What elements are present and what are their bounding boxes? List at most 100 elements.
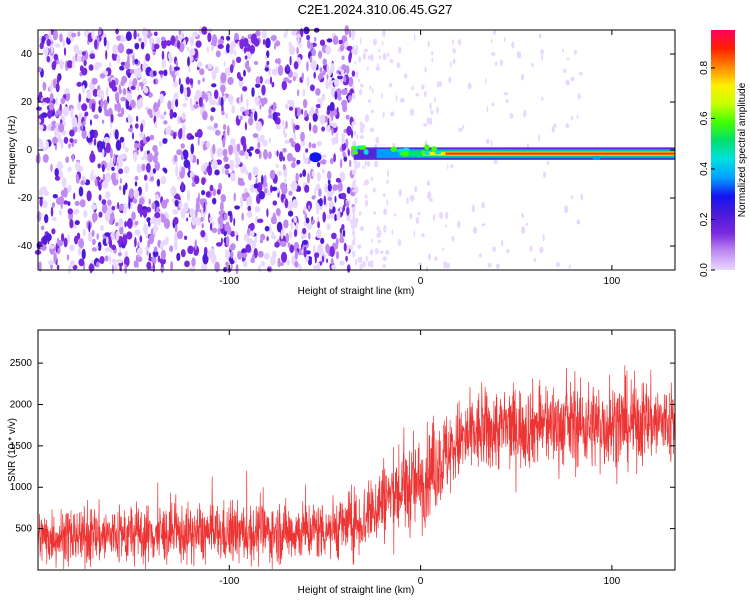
spectrogram-noise-blob [257, 250, 264, 258]
spectrogram-noise-blob [266, 208, 269, 218]
spectrogram-noise-blob [305, 250, 311, 255]
spectrogram-noise-blob [138, 37, 142, 42]
spectrogram-noise-blob [116, 258, 123, 264]
spectrogram-noise-blob [339, 227, 343, 234]
spectrogram-x-tick-label: 0 [418, 276, 424, 287]
spectrogram-faint-blob [353, 130, 357, 136]
spectrogram-y-tick-label: 40 [21, 49, 33, 60]
spectrogram-noise-blob [335, 131, 339, 140]
spectrogram-noise-blob [91, 77, 98, 85]
spectrogram-noise-blob [149, 134, 155, 141]
spectrogram-noise-blob [172, 132, 177, 140]
spectrogram-noise-blob [321, 126, 325, 132]
spectrogram-noise-blob [258, 264, 261, 273]
spectrogram-noise-blob [133, 151, 138, 162]
spectrogram-dip [592, 155, 601, 161]
spectrogram-noise-blob [174, 222, 178, 233]
spectrogram-noise-blob [225, 43, 231, 54]
spectrogram-noise-blob [346, 264, 351, 273]
spectrogram-noise-blob [52, 29, 58, 41]
spectrogram-noise-blob [177, 205, 180, 210]
spectrogram-faint-blob [493, 29, 496, 36]
spectrogram-noise-blob [72, 264, 78, 270]
spectrogram-noise-blob [128, 188, 135, 199]
spectrogram-faint-blob [452, 48, 457, 54]
spectrogram-noise-blob [300, 131, 305, 142]
spectrogram-noise-blob [102, 148, 105, 158]
spectrogram-noise-blob [223, 156, 229, 163]
spectrogram-faint-blob [389, 58, 394, 64]
spectrogram-noise-blob [66, 60, 73, 69]
spectrogram-noise-blob [136, 247, 143, 256]
spectrogram-noise-blob [154, 161, 160, 171]
spectrogram-noise-blob [339, 44, 345, 52]
spectrogram-faint-blob [364, 114, 370, 122]
spectrogram-noise-blob [317, 221, 320, 229]
spectrogram-noise-blob [207, 63, 213, 70]
spectrogram-noise-blob [229, 43, 234, 55]
spectrogram-noise-blob [109, 158, 113, 168]
spectrogram-noise-blob [120, 80, 125, 87]
spectrogram-noise-blob [343, 156, 348, 162]
spectrogram-noise-blob [55, 110, 59, 118]
spectrogram-noise-blob [246, 200, 250, 206]
spectrogram-noise-blob [241, 212, 244, 221]
spectrogram-noise-blob [303, 206, 307, 212]
spectrogram-noise-blob [116, 54, 121, 64]
spectrogram-noise-blob [266, 236, 269, 242]
spectrogram-faint-blob [360, 83, 364, 88]
spectrogram-noise-blob [136, 67, 142, 79]
spectrogram-faint-blob [375, 136, 380, 144]
spectrogram-noise-blob [159, 242, 164, 251]
spectrogram-faint-blob [397, 238, 402, 247]
spectrogram-noise-blob [147, 108, 153, 116]
spectrogram-noise-blob [346, 125, 352, 136]
spectrogram-noise-blob [202, 253, 209, 265]
spectrogram-noise-blob [134, 123, 139, 129]
spectrogram-noise-blob [173, 216, 179, 225]
spectrogram-noise-blob [233, 192, 236, 202]
spectrogram-noise-blob [257, 141, 261, 149]
spectrogram-noise-blob [274, 241, 280, 248]
spectrogram-noise-blob [308, 232, 311, 240]
spectrogram-noise-blob [272, 212, 276, 222]
spectrogram-noise-blob [118, 84, 122, 93]
spectrogram-noise-blob [189, 78, 194, 86]
spectrogram-noise-blob [192, 31, 199, 38]
spectrogram-noise-blob [255, 121, 263, 132]
spectrogram-signal-blob [424, 144, 430, 151]
spectrogram-noise-blob [69, 260, 75, 267]
spectrogram-noise-blob [201, 26, 208, 35]
spectrogram-noise-blob [205, 93, 208, 103]
spectrogram-noise-blob [200, 230, 206, 238]
spectrogram-noise-blob [70, 107, 74, 118]
spectrogram-noise-blob [222, 124, 227, 131]
spectrogram-noise-blob [261, 174, 264, 185]
spectrogram-noise-blob [214, 169, 220, 176]
spectrogram-noise-blob [127, 72, 131, 78]
spectrogram-noise-blob [48, 260, 54, 266]
spectrogram-noise-blob [254, 148, 261, 155]
spectrogram-noise-blob [41, 112, 48, 118]
spectrogram-faint-blob [509, 112, 514, 119]
spectrogram-noise-blob [56, 264, 60, 271]
spectrogram-noise-blob [240, 164, 247, 174]
spectrogram-noise-blob [77, 101, 81, 111]
spectrogram-noise-blob [211, 221, 215, 226]
spectrogram-noise-blob [104, 232, 111, 237]
spectrogram-noise-blob [209, 216, 214, 222]
spectrogram-noise-blob [240, 115, 243, 121]
spectrogram-noise-blob [49, 102, 55, 111]
spectrogram-noise-blob [302, 169, 307, 178]
spectrogram-noise-blob [250, 112, 253, 119]
spectrogram-noise-blob [60, 139, 64, 150]
spectrogram-noise-blob [271, 186, 278, 192]
spectrogram-faint-blob [431, 56, 434, 63]
spectrogram-noise-blob [293, 61, 299, 70]
spectrogram-faint-blob [362, 165, 365, 170]
spectrogram-noise-blob [117, 252, 122, 257]
spectrogram-noise-blob [139, 97, 143, 107]
spectrogram-noise-blob [312, 124, 318, 134]
spectrogram-noise-blob [172, 112, 177, 118]
spectrogram-faint-blob [355, 71, 359, 75]
